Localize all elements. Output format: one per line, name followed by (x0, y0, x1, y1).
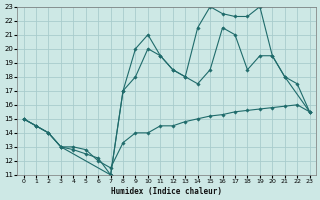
X-axis label: Humidex (Indice chaleur): Humidex (Indice chaleur) (111, 187, 222, 196)
